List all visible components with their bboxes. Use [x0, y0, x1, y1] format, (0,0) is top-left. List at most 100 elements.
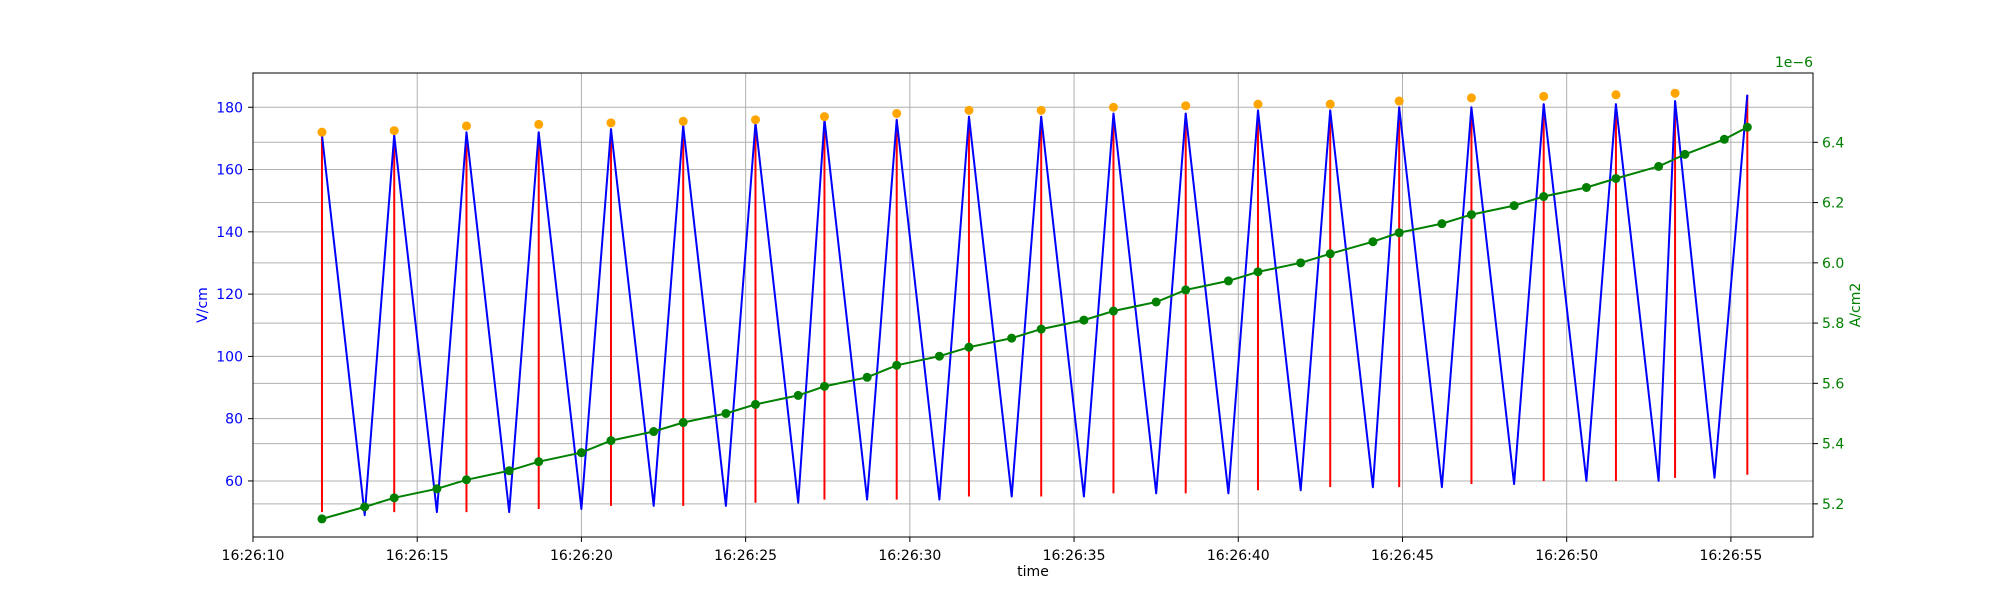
- peak-marker: [1108, 102, 1118, 112]
- current-marker: [862, 372, 872, 382]
- peak-marker: [1181, 101, 1191, 111]
- right-y-tick-label: 5.6: [1822, 376, 1844, 392]
- peak-marker: [389, 126, 399, 136]
- current-marker: [1437, 219, 1447, 229]
- current-marker: [606, 436, 616, 446]
- current-series: [317, 122, 1752, 524]
- current-marker: [750, 399, 760, 409]
- current-marker: [432, 484, 442, 494]
- x-axis-label: time: [1017, 564, 1049, 580]
- right-y-axis-label: A/cm2: [1848, 283, 1864, 328]
- left-y-tick-label: 160: [216, 163, 243, 179]
- right-y-tick-label: 5.8: [1822, 316, 1844, 332]
- current-marker: [317, 514, 327, 524]
- peak-marker: [892, 108, 902, 118]
- grid: [252, 73, 1813, 537]
- current-marker: [1611, 173, 1621, 183]
- current-marker: [389, 493, 399, 503]
- current-marker: [1394, 228, 1404, 238]
- current-marker: [1223, 276, 1233, 286]
- peak-marker: [1466, 93, 1476, 103]
- current-marker: [721, 408, 731, 418]
- x-tick-label: 16:26:25: [714, 548, 777, 564]
- current-marker: [793, 390, 803, 400]
- current-marker: [1181, 285, 1191, 295]
- x-axis: 16:26:10 16:26:15 16:26:20 16:26:25 16:26:30…: [222, 537, 1762, 564]
- current-marker: [678, 418, 688, 428]
- current-marker: [504, 466, 514, 476]
- current-marker: [819, 381, 829, 391]
- peak-marker: [317, 127, 327, 137]
- peak-marker: [461, 121, 471, 131]
- current-marker: [1253, 267, 1263, 277]
- right-y-tick-label: 5.4: [1822, 437, 1844, 453]
- current-marker: [1654, 161, 1664, 171]
- current-marker: [1680, 149, 1690, 159]
- right-y-axis: 5.2 5.4 5.6 5.8 6.0 6.2 6.4: [1813, 135, 1844, 513]
- left-y-tick-label: 100: [216, 349, 243, 365]
- right-y-tick-label: 6.2: [1822, 196, 1844, 212]
- current-marker: [892, 360, 902, 370]
- current-marker: [1466, 210, 1476, 220]
- right-y-tick-label: 6.4: [1822, 135, 1844, 151]
- right-y-tick-label: 6.0: [1822, 256, 1844, 272]
- peak-marker: [678, 116, 688, 126]
- peak-marker: [1325, 99, 1335, 109]
- left-y-axis: 60 80 100 120 140 160 180: [216, 100, 253, 490]
- peak-marker: [1539, 91, 1549, 101]
- peak-marker-series: [317, 88, 1680, 137]
- current-marker: [1742, 122, 1752, 132]
- x-tick-label: 16:26:40: [1207, 548, 1270, 564]
- x-tick-label: 16:26:50: [1535, 548, 1598, 564]
- current-marker: [1007, 333, 1017, 343]
- current-marker: [1296, 258, 1306, 268]
- current-marker: [1719, 134, 1729, 144]
- current-marker: [1108, 306, 1118, 316]
- current-marker: [576, 448, 586, 458]
- peak-marker: [1253, 99, 1263, 109]
- current-marker: [964, 342, 974, 352]
- current-marker: [461, 475, 471, 485]
- voltage-line: [321, 94, 1749, 517]
- peak-marker: [1036, 105, 1046, 115]
- stem-series: [320, 94, 1749, 513]
- right-axis-offset-text: 1e−6: [1775, 55, 1813, 71]
- right-y-tick-label: 5.2: [1822, 497, 1844, 513]
- x-tick-label: 16:26:15: [386, 548, 449, 564]
- peak-marker: [606, 118, 616, 128]
- current-marker: [1151, 297, 1161, 307]
- current-marker: [534, 457, 544, 467]
- current-marker: [1036, 324, 1046, 334]
- voltage-series: [321, 94, 1749, 517]
- left-y-axis-label: V/cm: [195, 287, 211, 323]
- peak-marker: [1670, 88, 1680, 98]
- peak-marker: [534, 119, 544, 129]
- current-marker: [360, 502, 370, 512]
- current-marker: [649, 427, 659, 437]
- left-y-tick-label: 60: [225, 474, 243, 490]
- left-y-tick-label: 140: [216, 225, 243, 241]
- current-marker: [1368, 237, 1378, 247]
- x-tick-label: 16:26:35: [1043, 548, 1106, 564]
- x-tick-label: 16:26:45: [1371, 548, 1434, 564]
- x-tick-label: 16:26:20: [550, 548, 613, 564]
- plot-frame: [252, 72, 1814, 538]
- left-y-tick-label: 120: [216, 287, 243, 303]
- x-tick-label: 16:26:30: [878, 548, 941, 564]
- current-marker: [1539, 192, 1549, 202]
- left-y-tick-label: 180: [216, 100, 243, 116]
- current-marker: [1581, 182, 1591, 192]
- current-marker: [1079, 315, 1089, 325]
- current-marker: [1325, 249, 1335, 259]
- left-y-tick-label: 80: [225, 412, 243, 428]
- peak-marker: [1394, 96, 1404, 106]
- current-marker: [1509, 201, 1519, 211]
- peak-marker: [750, 115, 760, 125]
- current-marker: [934, 351, 944, 361]
- x-tick-label: 16:26:55: [1699, 548, 1762, 564]
- peak-marker: [964, 105, 974, 115]
- peak-marker: [1611, 90, 1621, 100]
- peak-marker: [819, 112, 829, 122]
